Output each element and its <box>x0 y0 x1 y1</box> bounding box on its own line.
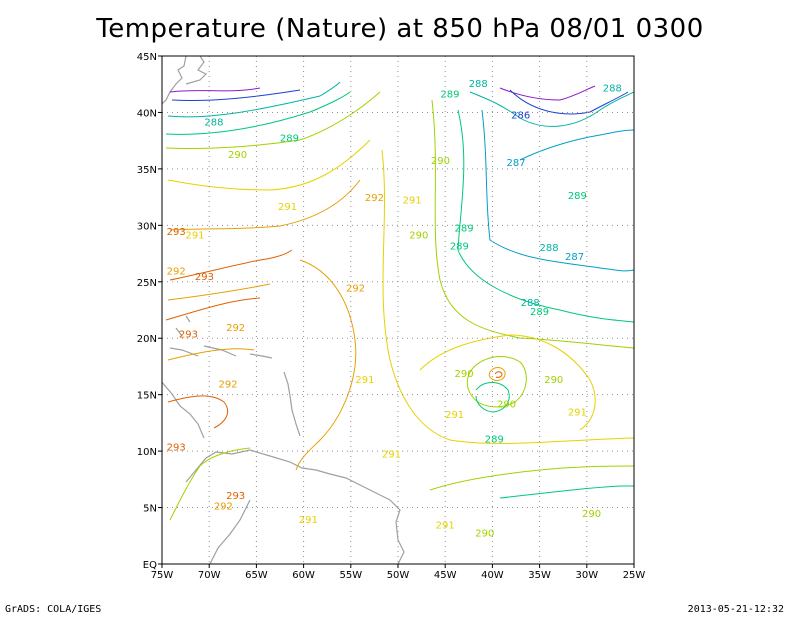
tick-label-lat: 35N <box>137 165 157 176</box>
contour-label-292: 292 <box>365 193 384 204</box>
tick-label-lat: 25N <box>137 278 157 289</box>
tick-label-lon: 25W <box>623 570 646 581</box>
contour-label-290: 290 <box>582 509 601 520</box>
isotherm-286 <box>171 89 629 115</box>
contour-label-291: 291 <box>299 515 318 526</box>
axis-ticks <box>158 55 635 568</box>
contour-label-288: 288 <box>204 117 223 128</box>
isotherm-293 <box>165 249 293 429</box>
tick-label-lat: 10N <box>137 447 157 458</box>
isotherm-290 <box>429 465 634 491</box>
contour-label-289: 289 <box>450 242 469 253</box>
contour-label-288: 288 <box>539 243 558 254</box>
grid-lines <box>162 56 634 564</box>
contour-label-288: 288 <box>469 79 488 90</box>
isotherm-290 <box>169 447 251 521</box>
contour-label-290: 290 <box>409 230 428 241</box>
contour-label-289: 289 <box>485 435 504 446</box>
contour-label-290: 290 <box>497 400 516 411</box>
contour-label-289: 289 <box>455 224 474 235</box>
contour-label-292: 292 <box>346 283 365 294</box>
isotherm-289 <box>499 485 634 499</box>
contour-label-290: 290 <box>431 156 450 167</box>
contour-label-290: 290 <box>455 369 474 380</box>
contour-value-labels: 2882892902912912922922932922932912902902… <box>167 79 622 539</box>
isotherm-287 <box>519 129 634 161</box>
contour-label-290: 290 <box>228 150 247 161</box>
contour-label-291: 291 <box>568 408 587 419</box>
tick-label-lat: 40N <box>137 108 157 119</box>
isotherm-289 <box>165 91 634 323</box>
tick-label-lon: 55W <box>339 570 362 581</box>
contour-label-287: 287 <box>506 158 525 169</box>
isotherm-290 <box>466 356 527 408</box>
contour-label-292: 292 <box>226 323 245 334</box>
contour-label-292: 292 <box>219 379 238 390</box>
tick-label-lat: EQ <box>143 560 157 571</box>
contour-label-291: 291 <box>436 520 455 531</box>
isotherm-290 <box>165 91 634 349</box>
contour-label-289: 289 <box>530 307 549 318</box>
contour-label-291: 291 <box>445 410 464 421</box>
isotherm-292 <box>167 283 271 361</box>
tick-label-lon: 65W <box>245 570 268 581</box>
map-title: Temperature (Nature) at 850 hPa 08/01 03… <box>96 14 704 44</box>
contour-label-293: 293 <box>167 227 186 238</box>
contour-label-289: 289 <box>568 191 587 202</box>
tick-label-lon: 45W <box>434 570 457 581</box>
footer-timestamp: 2013-05-21-12:32 <box>687 604 784 615</box>
tick-label-lon: 50W <box>387 570 410 581</box>
footer-credit: GrADS: COLA/IGES <box>5 604 102 615</box>
plot-frame <box>161 55 635 565</box>
isotherm-288 <box>167 81 634 127</box>
contour-label-288: 288 <box>521 298 540 309</box>
tick-label-lon: 70W <box>198 570 221 581</box>
tick-label-lat: 20N <box>137 334 157 345</box>
contour-label-290: 290 <box>475 528 494 539</box>
tick-label-lon: 35W <box>528 570 551 581</box>
contour-label-290: 290 <box>544 375 563 386</box>
isotherm-292 <box>169 179 361 471</box>
tick-label-lat: 30N <box>137 221 157 232</box>
contour-label-293: 293 <box>195 272 214 283</box>
contour-label-291: 291 <box>403 195 422 206</box>
isotherm-291 <box>419 334 596 431</box>
tick-label-lat: 45N <box>137 52 157 63</box>
tick-label-lat: 15N <box>137 391 157 402</box>
tick-label-lat: 5N <box>143 504 157 515</box>
tick-label-lon: 60W <box>292 570 315 581</box>
contour-label-291: 291 <box>355 375 374 386</box>
isotherm-cold <box>169 85 596 101</box>
contour-lines <box>165 81 634 521</box>
contour-label-293: 293 <box>167 443 186 454</box>
contour-label-287: 287 <box>565 252 584 263</box>
isotherm-289 <box>475 382 510 413</box>
coastline-layer <box>162 56 405 564</box>
contour-label-291: 291 <box>382 449 401 460</box>
contour-label-293: 293 <box>179 330 198 341</box>
contour-label-293: 293 <box>226 491 245 502</box>
contour-label-288: 288 <box>603 84 622 95</box>
tick-label-lon: 30W <box>575 570 598 581</box>
contour-label-286: 286 <box>511 111 530 122</box>
axis-tick-labels: 75W 70W 65W 60W 55W 50W 45W 40W 35W 30W 25W EQ 5N 10N… <box>137 52 646 581</box>
isotherm-292 <box>488 367 506 381</box>
isotherm-293 <box>494 371 503 378</box>
tick-label-lon: 75W <box>151 570 174 581</box>
contour-label-289: 289 <box>280 133 299 144</box>
contour-label-291: 291 <box>185 230 204 241</box>
contour-label-289: 289 <box>440 89 459 100</box>
isotherm-287 <box>481 109 634 272</box>
contour-label-292: 292 <box>214 501 233 512</box>
north-america-coast <box>162 56 208 105</box>
tick-label-lon: 40W <box>481 570 504 581</box>
isotherm-291 <box>167 139 634 444</box>
south-america-coast <box>162 381 405 564</box>
contour-label-291: 291 <box>278 202 297 213</box>
contour-label-292: 292 <box>167 266 186 277</box>
